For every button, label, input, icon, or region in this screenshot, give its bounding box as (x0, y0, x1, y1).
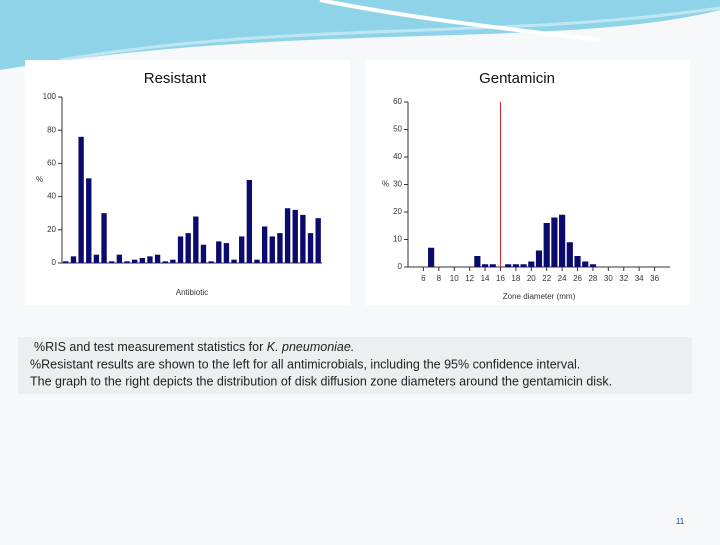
bar (231, 259, 237, 263)
bar (574, 256, 581, 267)
bar (131, 259, 138, 263)
bar (566, 242, 573, 267)
x-axis-label: Antibiotic (176, 288, 208, 297)
x-tick-label: 22 (542, 274, 551, 283)
bar (535, 250, 543, 267)
caption-text: %RIS and test measurement statistics for (34, 340, 267, 354)
bar (300, 214, 306, 263)
bar (200, 244, 207, 263)
x-tick-label: 12 (465, 274, 474, 283)
y-tick-label: 80 (47, 125, 56, 134)
bar (489, 264, 496, 267)
x-tick-label: 14 (481, 274, 490, 283)
bar (559, 214, 566, 267)
chart-title: Resistant (144, 70, 207, 87)
bar (154, 254, 161, 263)
x-tick-label: 10 (450, 274, 459, 283)
x-tick-label: 8 (437, 274, 442, 283)
x-tick-label: 18 (511, 274, 520, 283)
bar (269, 236, 275, 263)
bar (428, 247, 435, 267)
bar (589, 264, 597, 267)
x-tick-label: 32 (619, 274, 628, 283)
x-tick-label: 16 (496, 274, 505, 283)
x-tick-label: 28 (588, 274, 597, 283)
bar (543, 223, 550, 267)
bar (162, 261, 168, 263)
caption-line: %RIS and test measurement statistics for… (34, 340, 354, 354)
bar (63, 261, 69, 263)
bar (124, 261, 130, 263)
panel (25, 60, 350, 305)
bar (170, 259, 176, 263)
x-tick-label: 30 (604, 274, 613, 283)
x-axis-label: Zone diameter (mm) (503, 292, 576, 301)
bar (315, 218, 321, 263)
y-axis-label: % (382, 180, 389, 189)
bar (109, 261, 115, 263)
x-tick-label: 6 (421, 274, 426, 283)
x-tick-label: 26 (573, 274, 582, 283)
bar (223, 243, 230, 263)
x-tick-label: 36 (650, 274, 659, 283)
caption-line: %Resistant results are shown to the left… (30, 357, 580, 371)
header-line (319, 0, 601, 42)
bar (551, 217, 558, 267)
y-tick-label: 100 (43, 92, 57, 101)
bar (177, 236, 184, 263)
bar (512, 264, 519, 267)
y-axis-label: % (36, 175, 43, 184)
bar (284, 208, 291, 263)
bar (474, 256, 481, 267)
bar (481, 264, 489, 267)
bar (292, 209, 298, 263)
bar (78, 136, 84, 263)
bar (93, 254, 100, 263)
bar (239, 236, 245, 263)
y-tick-label: 60 (393, 97, 402, 106)
bar (528, 261, 535, 267)
y-tick-label: 0 (52, 258, 57, 267)
y-tick-label: 0 (398, 262, 403, 271)
bar (261, 226, 268, 263)
caption-line: The graph to the right depicts the distr… (30, 374, 612, 388)
bar (185, 233, 191, 263)
header-line (59, 6, 720, 62)
y-tick-label: 30 (393, 180, 402, 189)
x-tick-label: 24 (558, 274, 567, 283)
bar (139, 258, 145, 263)
bar (520, 264, 527, 267)
bar (70, 256, 77, 263)
bar (505, 264, 512, 267)
bar (208, 261, 214, 263)
x-tick-label: 20 (527, 274, 536, 283)
y-tick-label: 10 (393, 235, 402, 244)
bar (216, 241, 222, 263)
y-tick-label: 40 (47, 192, 56, 201)
y-tick-label: 60 (47, 159, 56, 168)
bar (101, 213, 107, 263)
bar (193, 216, 199, 263)
bar (86, 178, 92, 263)
bar (254, 259, 260, 263)
bar (277, 233, 283, 263)
y-tick-label: 20 (47, 225, 56, 234)
panel (365, 60, 690, 305)
bar (147, 256, 153, 263)
bar (582, 261, 589, 267)
bar (116, 254, 123, 263)
x-tick-label: 34 (635, 274, 644, 283)
header-swoosh (0, 0, 720, 70)
bar (246, 180, 253, 263)
bar (307, 233, 314, 263)
page-number: 11 (676, 517, 685, 526)
caption-italic: K. pneumoniae. (267, 340, 355, 354)
chart-title: Gentamicin (479, 70, 555, 87)
caption-box (18, 337, 692, 394)
y-tick-label: 20 (393, 207, 402, 216)
y-tick-label: 50 (393, 125, 402, 134)
y-tick-label: 40 (393, 152, 402, 161)
